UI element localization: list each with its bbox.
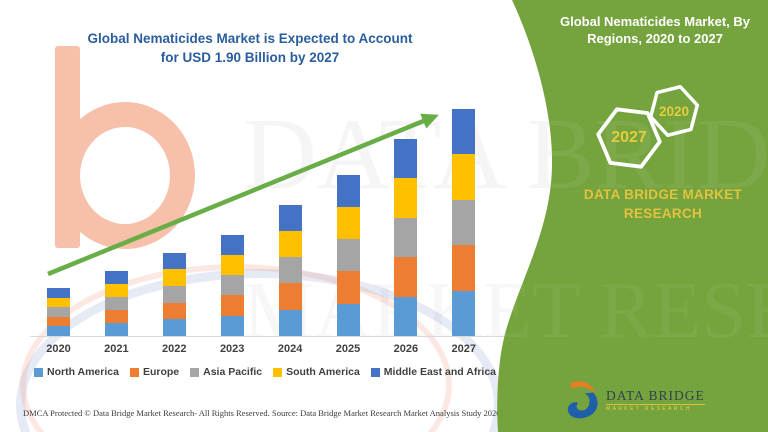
green-panel-shape [497,0,768,432]
logo-orange-swoosh [570,381,596,394]
x-axis-line [30,336,508,337]
x-axis-label: 2022 [162,343,187,355]
legend-swatch [273,367,283,377]
legend-swatch [370,367,380,377]
legend-swatch [33,367,43,377]
data-bridge-logo-icon [567,381,598,419]
bar-segment [452,109,476,155]
bar-segment [162,285,186,303]
chart-title-line2: for USD 1.90 Billion by 2027 [160,50,340,65]
hexagons-graphic [596,85,700,169]
x-axis-label: 2026 [393,343,419,355]
legend-item: Asia Pacific [190,366,262,378]
bar-segment [278,283,302,310]
hexagon-year-2020: 2020 [658,104,690,119]
x-axis-label: 2024 [277,343,303,355]
panel-brand-text: DATA BRIDGE MARKET RESEARCH [556,185,768,223]
legend-item: North America [33,366,119,378]
x-axis-label: 2021 [104,343,129,355]
legend-label: Europe [142,366,180,378]
bar-segment [104,309,128,323]
bar-segment [47,288,70,298]
bar-segment [336,303,360,336]
x-axis-label: 2023 [219,343,245,355]
panel-title-line2: Regions, 2020 to 2027 [587,31,723,46]
x-axis-label: 2027 [451,343,477,355]
logo-subtext: MARKET RESEARCH [606,403,705,412]
bar-segment [452,290,476,336]
panel-brand-line2: RESEARCH [623,206,703,221]
panel-title: Global Nematicides Market, By Regions, 2… [548,13,762,47]
chart-title-line1: Global Nematicides Market is Expected to… [87,31,413,46]
bar-segment [104,322,128,336]
chart-legend: North America Europe Asia Pacific South Ame… [18,366,512,378]
source-text: Source: Data Bridge Market Research Mark… [272,408,501,418]
logo-text: DATA BRIDGE MARKET RESEARCH [606,387,705,412]
hexagon-year-2027: 2027 [611,129,647,146]
bar-segment [162,319,186,336]
bar-segment [47,316,70,327]
legend-item: Europe [129,366,180,378]
legend-item: Middle East and Africa [370,366,497,378]
bar-segment [162,302,186,320]
legend-swatch [190,367,200,377]
bar-segment [220,275,244,296]
legend-label: South America [286,366,360,378]
bar-segment [336,271,360,304]
bar-segment [452,154,476,200]
bar-segment [278,309,302,336]
bar-segment [104,296,128,310]
panel-title-line1: Global Nematicides Market, By [559,14,750,29]
bar-segment [452,245,476,291]
hexagon-2020 [648,85,700,137]
legend-item: South America [273,366,360,378]
bar-segment [47,297,70,308]
legend-label: North America [46,366,119,378]
x-axis-label: 2020 [46,343,71,355]
bar-segment [47,326,70,336]
hexagon-2027 [596,107,662,169]
legend-label: Asia Pacific [203,366,263,378]
chart-title: Global Nematicides Market is Expected to… [30,29,470,67]
logo-name: DATA BRIDGE [606,387,705,403]
bar-segment [220,295,244,316]
x-axis-label: 2025 [335,343,361,355]
legend-swatch [129,367,139,377]
panel-brand-line1: DATA BRIDGE MARKET [583,187,743,202]
copyright-text: DMCA Protected © Data Bridge Market Rese… [23,408,270,418]
logo-blue-swoosh [567,392,598,419]
bar-segment [452,199,476,246]
data-bridge-logo: DATA BRIDGE MARKET RESEARCH [566,380,705,420]
bar-segment [394,296,418,336]
legend-label: Middle East and Africa [383,366,497,378]
bar-segment [47,307,70,317]
bar-2027 [452,109,476,336]
bar-segment [104,283,128,297]
bar-segment [220,315,244,336]
bar-2020 [47,288,70,336]
